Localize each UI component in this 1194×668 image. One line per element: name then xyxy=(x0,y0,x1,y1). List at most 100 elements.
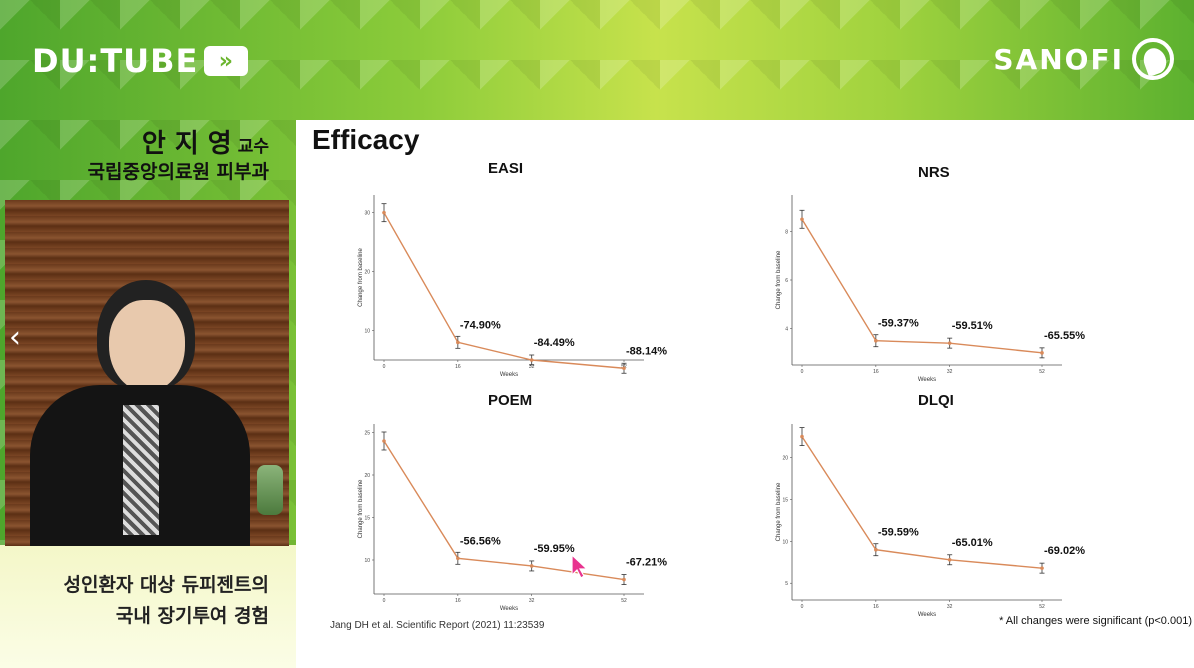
sanofi-bird-icon xyxy=(1132,38,1174,80)
easi-chart: EASI 1020300163252WeeksChange from basel… xyxy=(354,160,667,380)
y-axis-label: Change from baseline xyxy=(358,479,364,538)
data-point xyxy=(874,338,878,343)
play-arrow-icon: » xyxy=(204,46,249,76)
data-point xyxy=(456,556,460,561)
x-tick-label: 52 xyxy=(1039,369,1045,375)
x-tick-label: 32 xyxy=(947,369,953,375)
person-face xyxy=(109,300,185,392)
x-tick-label: 0 xyxy=(801,369,804,375)
x-tick-label: 32 xyxy=(529,364,535,370)
dlqi-chart: DLQI 5 10 15 20 0 16 32 52 Weeks Change from base… xyxy=(772,390,1085,618)
chevron-left-icon[interactable]: ‹ xyxy=(9,320,21,355)
speaker-video xyxy=(5,200,289,546)
x-tick-label: 16 xyxy=(455,364,461,370)
data-point xyxy=(382,439,386,443)
chart-title: NRS xyxy=(918,164,950,181)
percent-change-label: -88.14% xyxy=(626,345,667,357)
y-tick-label: 25 xyxy=(364,431,370,437)
x-tick-label: 16 xyxy=(455,598,461,604)
y-tick-label: 20 xyxy=(364,270,370,276)
x-axis-label: Weeks xyxy=(918,377,936,383)
sanofi-logo-text: SANOFI xyxy=(993,42,1124,76)
data-point xyxy=(800,217,804,222)
speaker-department: 국립중앙의료원 피부과 xyxy=(87,161,269,183)
sanofi-logo: SANOFI xyxy=(993,38,1174,80)
citation: Jang DH et al. Scientific Report (2021) … xyxy=(330,620,545,631)
x-tick-label: 0 xyxy=(383,598,386,604)
speaker-name: 안 지 영 교수 xyxy=(142,123,269,160)
y-tick-label: 10 xyxy=(364,329,370,335)
percent-change-label: -69.02% xyxy=(1044,545,1085,557)
percent-change-label: -67.21% xyxy=(626,557,667,569)
percent-change-label: -56.56% xyxy=(460,535,501,547)
chart-title: EASI xyxy=(488,160,524,177)
y-tick-label: 10 xyxy=(364,558,370,564)
data-point xyxy=(874,547,878,552)
talk-title-line1: 성인환자 대상 듀피젠트의 xyxy=(63,574,269,596)
y-tick-label: 20 xyxy=(782,456,788,462)
dlqi-plot: 5 10 15 20 0 16 32 52 Weeks Change from baseline -… xyxy=(776,424,1085,618)
data-point xyxy=(947,557,952,562)
y-tick-label: 30 xyxy=(364,211,370,217)
x-axis-label: Weeks xyxy=(918,612,936,618)
y-axis-label: Change from baseline xyxy=(358,247,364,306)
dutube-logo: DU:TUBE » xyxy=(32,42,249,80)
y-tick-label: 4 xyxy=(785,327,788,333)
y-tick-label: 8 xyxy=(785,229,788,235)
easi-plot: 1020300163252WeeksChange from baseline-7… xyxy=(358,195,667,378)
y-tick-label: 20 xyxy=(364,473,370,479)
speaker-title: 교수 xyxy=(237,137,269,157)
chart-title: POEM xyxy=(488,392,533,409)
talk-title-line2: 국내 장기투여 경험 xyxy=(115,605,269,627)
data-point xyxy=(947,341,952,345)
x-tick-label: 16 xyxy=(873,604,879,610)
x-tick-label: 52 xyxy=(1039,604,1045,610)
data-point xyxy=(622,366,626,371)
talk-title: 성인환자 대상 듀피젠트의 국내 장기투여 경험 xyxy=(63,570,269,632)
slide-title: Efficacy xyxy=(312,124,420,155)
y-tick-label: 5 xyxy=(785,581,788,587)
person-shirt xyxy=(123,405,159,535)
data-point xyxy=(382,210,386,215)
x-axis-label: Weeks xyxy=(500,606,518,612)
title-background xyxy=(0,545,300,668)
poem-plot: 10 15 20 25 0 16 32 52 Weeks Change from baseline… xyxy=(358,424,667,612)
series-line xyxy=(383,212,625,369)
x-tick-label: 0 xyxy=(801,604,804,610)
chart-title: DLQI xyxy=(918,392,954,409)
data-point xyxy=(1040,351,1044,355)
nrs-chart: NRS 4 6 8 0 16 32 52 Weeks Change from baseline -… xyxy=(772,160,1085,383)
percent-change-label: -65.01% xyxy=(952,537,993,549)
y-tick-label: 15 xyxy=(782,497,788,503)
data-point xyxy=(622,577,626,582)
water-bottle xyxy=(257,465,283,515)
y-tick-label: 10 xyxy=(782,539,788,545)
percent-change-label: -74.90% xyxy=(460,319,501,331)
y-tick-label: 15 xyxy=(364,516,370,522)
dutube-logo-text: DU:TUBE xyxy=(32,42,199,80)
x-tick-label: 0 xyxy=(383,364,386,370)
x-tick-label: 16 xyxy=(873,369,879,375)
significance-footnote: * All changes were significant (p<0.001) xyxy=(999,615,1192,627)
x-tick-label: 32 xyxy=(947,604,953,610)
percent-change-label: -59.59% xyxy=(878,527,919,539)
y-axis-label: Change from baseline xyxy=(776,482,782,541)
data-point xyxy=(800,434,804,439)
series-line xyxy=(801,436,1043,569)
percent-change-label: -84.49% xyxy=(534,337,575,349)
poem-chart: POEM 10 15 20 25 0 16 32 52 Weeks Change from bas… xyxy=(354,390,667,615)
data-point xyxy=(529,358,534,362)
x-tick-label: 32 xyxy=(529,598,535,604)
speaker-name-text: 안 지 영 xyxy=(141,129,232,159)
data-point xyxy=(1040,566,1044,570)
nrs-plot: 4 6 8 0 16 32 52 Weeks Change from baseline -59.3… xyxy=(776,195,1085,383)
mouse-cursor-icon xyxy=(571,553,589,579)
percent-change-label: -59.37% xyxy=(878,318,919,330)
data-point xyxy=(529,564,534,568)
x-tick-label: 52 xyxy=(621,598,627,604)
percent-change-label: -59.95% xyxy=(534,543,575,555)
percent-change-label: -59.51% xyxy=(952,320,993,332)
data-point xyxy=(456,340,460,345)
percent-change-label: -65.55% xyxy=(1044,330,1085,342)
y-tick-label: 6 xyxy=(785,278,788,284)
